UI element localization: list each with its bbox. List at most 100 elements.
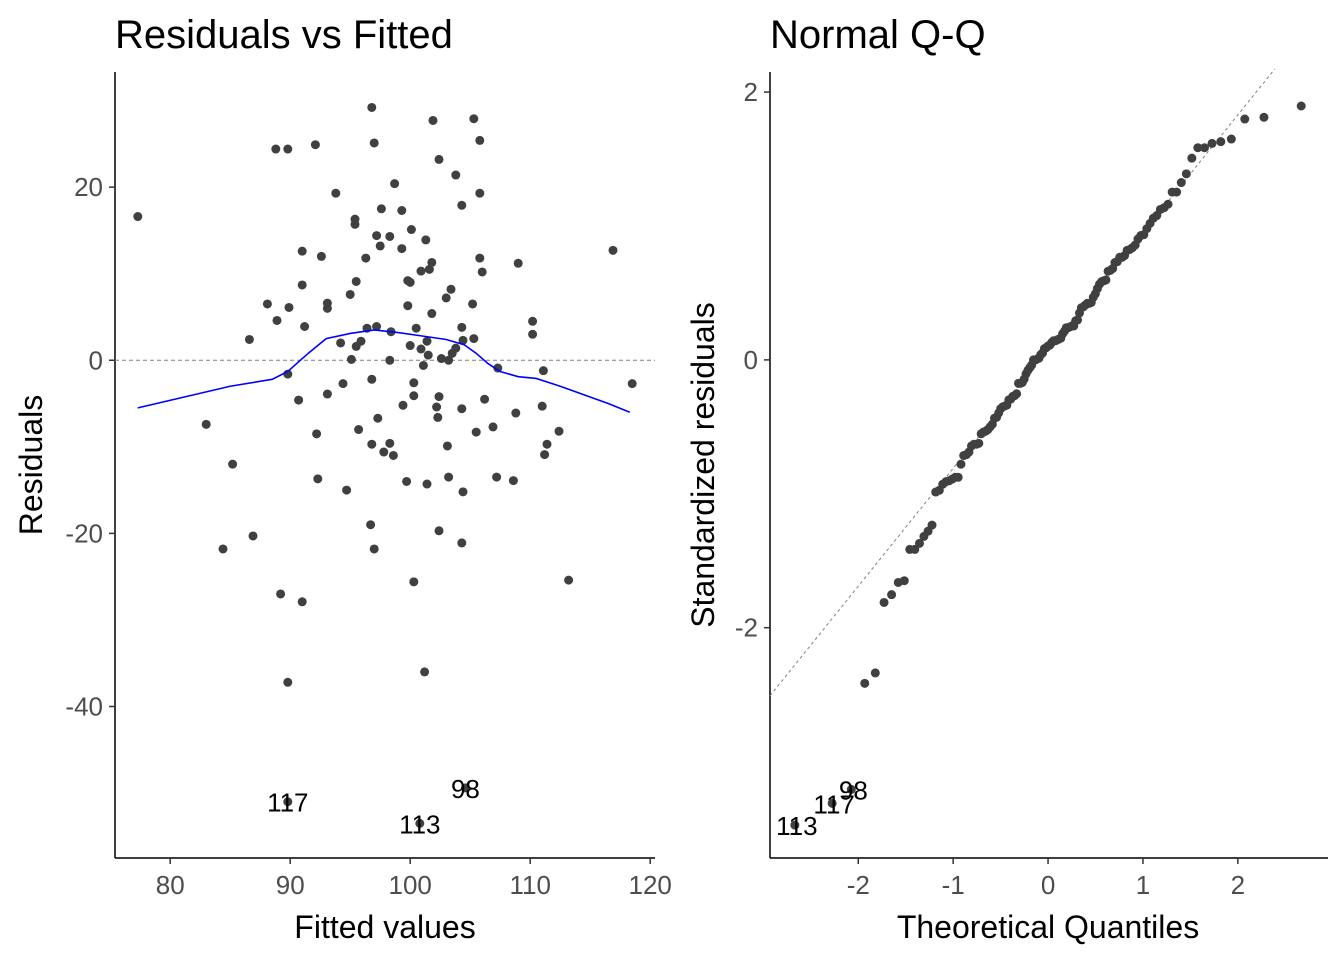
data-point bbox=[283, 797, 293, 807]
data-point bbox=[297, 597, 307, 607]
data-point bbox=[272, 315, 282, 325]
data-point bbox=[351, 276, 361, 286]
data-point bbox=[468, 299, 478, 309]
residuals-vs-fitted-panel: Residuals vs Fitted Fitted values Residu… bbox=[13, 13, 672, 945]
y-tick-label: -20 bbox=[65, 518, 103, 548]
data-point bbox=[283, 677, 293, 687]
data-point bbox=[554, 426, 564, 436]
data-point bbox=[390, 179, 400, 189]
qq-point bbox=[887, 590, 897, 600]
data-point bbox=[367, 374, 377, 384]
x-tick-label: 2 bbox=[1231, 870, 1245, 900]
qq-point bbox=[860, 678, 870, 688]
data-point bbox=[469, 334, 479, 344]
qq-point bbox=[879, 597, 889, 607]
data-point bbox=[446, 284, 456, 294]
data-point bbox=[369, 138, 379, 148]
data-point bbox=[331, 188, 341, 198]
panel-title: Residuals vs Fitted bbox=[115, 13, 453, 57]
data-point bbox=[458, 335, 468, 345]
data-point bbox=[244, 334, 254, 344]
normal-qq-panel: Normal Q-Q Theoretical Quantiles Standar… bbox=[685, 13, 1328, 945]
qq-point bbox=[1259, 112, 1269, 122]
data-point bbox=[421, 235, 431, 245]
data-point bbox=[297, 280, 307, 290]
point-label: 113 bbox=[399, 809, 440, 839]
qq-point bbox=[1216, 137, 1226, 147]
data-point bbox=[427, 309, 437, 319]
data-point bbox=[434, 392, 444, 402]
qq-point bbox=[1073, 315, 1083, 325]
data-point bbox=[300, 321, 310, 331]
x-axis-label: Theoretical Quantiles bbox=[897, 909, 1199, 945]
y-tick-label: -2 bbox=[735, 613, 758, 643]
data-point bbox=[460, 783, 470, 793]
data-point bbox=[608, 245, 618, 255]
data-point bbox=[444, 355, 454, 365]
data-point bbox=[493, 363, 503, 373]
data-point bbox=[338, 379, 348, 389]
point-label: 117 bbox=[813, 789, 854, 819]
data-point bbox=[403, 301, 413, 311]
data-point bbox=[475, 188, 485, 198]
x-tick-label: 120 bbox=[629, 870, 672, 900]
data-point bbox=[372, 231, 382, 241]
data-point bbox=[373, 413, 383, 423]
qq-point bbox=[870, 668, 880, 678]
data-point bbox=[480, 394, 490, 404]
data-point bbox=[316, 251, 326, 261]
data-point bbox=[422, 479, 432, 489]
data-point bbox=[385, 438, 395, 448]
y-tick-label: 20 bbox=[74, 172, 103, 202]
data-point bbox=[346, 354, 356, 364]
qq-point bbox=[846, 784, 856, 794]
data-point bbox=[366, 520, 376, 530]
data-point bbox=[350, 219, 360, 229]
data-point bbox=[492, 472, 502, 482]
data-point bbox=[420, 667, 430, 677]
qq-point bbox=[827, 798, 837, 808]
qq-point bbox=[1181, 169, 1191, 179]
data-point bbox=[322, 303, 332, 313]
qq-point bbox=[1187, 153, 1197, 163]
data-point bbox=[508, 476, 518, 486]
data-point bbox=[228, 459, 238, 469]
data-point bbox=[361, 253, 371, 263]
data-point bbox=[469, 114, 479, 124]
data-point bbox=[458, 487, 468, 497]
point-label: 98 bbox=[839, 775, 868, 805]
data-point bbox=[294, 395, 304, 405]
data-point bbox=[422, 336, 432, 346]
data-point bbox=[397, 206, 407, 216]
data-point bbox=[441, 293, 451, 303]
data-point bbox=[354, 425, 364, 435]
data-point bbox=[528, 316, 538, 326]
x-tick-label: 110 bbox=[509, 870, 550, 900]
data-point bbox=[405, 341, 415, 351]
data-point bbox=[405, 277, 415, 287]
qq-point bbox=[1207, 138, 1217, 148]
data-point bbox=[471, 427, 481, 437]
data-point bbox=[376, 204, 386, 214]
data-point bbox=[297, 246, 307, 256]
data-point bbox=[457, 322, 467, 332]
data-point bbox=[375, 241, 385, 251]
data-point bbox=[538, 366, 548, 376]
data-point bbox=[379, 447, 389, 457]
qq-point bbox=[790, 820, 800, 830]
data-point bbox=[313, 474, 323, 484]
x-tick-label: 100 bbox=[389, 870, 432, 900]
qq-point bbox=[956, 459, 966, 469]
qq-point bbox=[953, 472, 963, 482]
data-point bbox=[312, 429, 322, 439]
data-point bbox=[398, 400, 408, 410]
data-point bbox=[432, 402, 442, 412]
data-point bbox=[342, 485, 352, 495]
qq-point bbox=[974, 438, 984, 448]
data-point bbox=[457, 404, 467, 414]
data-point bbox=[427, 257, 437, 267]
data-point bbox=[248, 531, 258, 541]
data-point bbox=[201, 419, 211, 429]
data-point bbox=[423, 350, 433, 360]
